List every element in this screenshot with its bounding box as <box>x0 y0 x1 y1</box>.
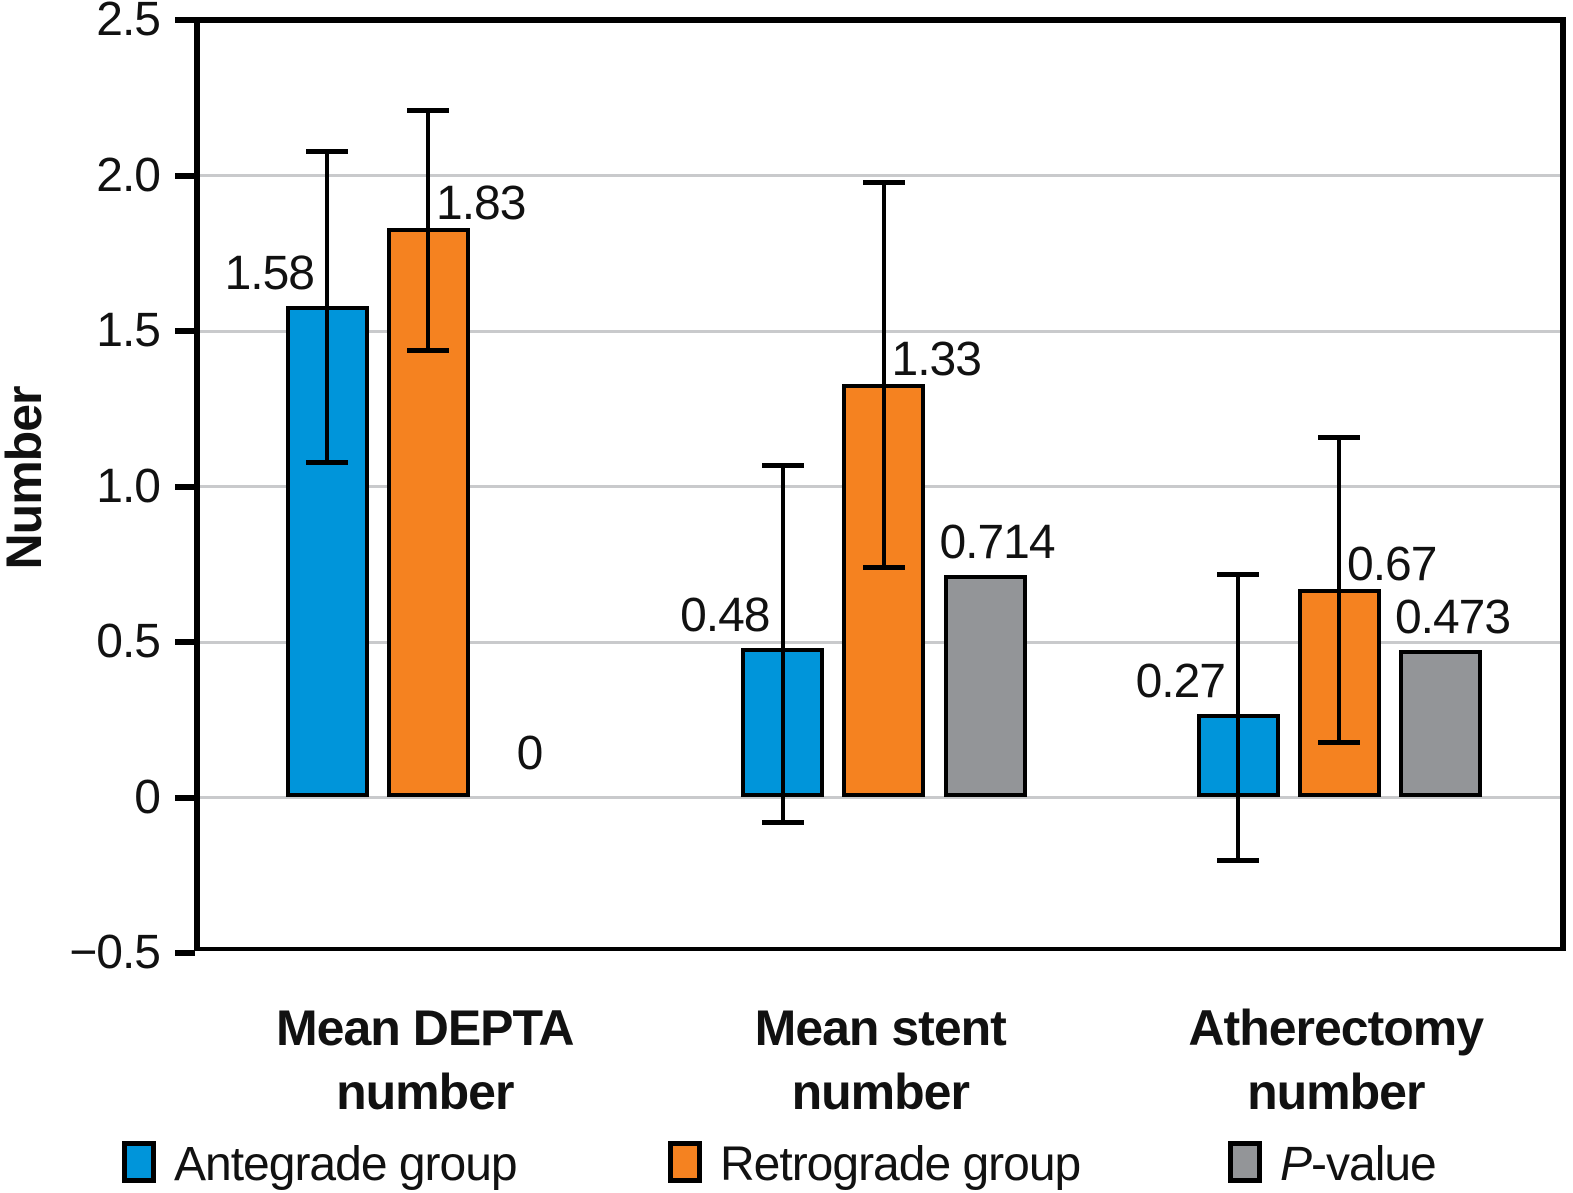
retrograde-value-label-group-1: 1.83 <box>436 177 526 231</box>
gridline-2 <box>200 174 1560 177</box>
y-axis-tick-label: 0 <box>134 770 161 824</box>
retrograde-error-cap-bottom <box>862 565 905 571</box>
retrograde-error-bar-group-3 <box>1337 436 1341 742</box>
y-axis-tick-label: 2.0 <box>96 148 161 202</box>
antegrade-error-cap-top <box>306 148 348 154</box>
y-axis-tick <box>175 483 195 490</box>
retrograde-error-bar-group-2 <box>881 181 886 568</box>
y-axis-tick-label: 0.5 <box>96 615 161 668</box>
antegrade-error-bar-group-3 <box>1236 573 1240 860</box>
legend-swatch-antegrade <box>122 1141 156 1183</box>
p-value-value-label-group-2: 0.714 <box>939 516 1055 570</box>
antegrade-value-label-group-3: 0.27 <box>1135 654 1226 708</box>
antegrade-error-cap-bottom <box>1217 857 1259 863</box>
retrograde-value-label-group-3: 0.67 <box>1347 538 1437 592</box>
retrograde-error-cap-top <box>862 179 905 185</box>
retrograde-error-cap-top <box>1318 434 1360 440</box>
retrograde-error-cap-bottom <box>1318 739 1360 745</box>
legend-label-retrograde: Retrograde group <box>720 1138 1081 1191</box>
legend-label-antegrade: Antegrade group <box>174 1138 518 1191</box>
antegrade-error-cap-top <box>1217 571 1259 577</box>
y-axis-tick <box>175 639 195 645</box>
antegrade-error-cap-top <box>761 462 804 468</box>
antegrade-value-label-group-2: 0.48 <box>680 589 770 643</box>
gridline-0 <box>200 796 1560 799</box>
y-axis-tick <box>175 794 195 801</box>
y-axis-tick <box>175 950 195 956</box>
p-value-value-label-group-3: 0.473 <box>1394 591 1511 645</box>
legend-swatch-retrograde <box>668 1141 702 1183</box>
p-value-value-label-group-1: 0 <box>516 726 544 780</box>
y-axis-tick-label: 2.5 <box>96 0 161 46</box>
p-value-bar-group-2 <box>943 575 1027 798</box>
retrograde-error-bar-group-1 <box>426 110 430 350</box>
y-axis-tick-label: 1.5 <box>96 304 161 357</box>
y-axis-tick <box>175 17 195 23</box>
x-category-label-mean-depta-number: Mean DEPTA number <box>276 1000 574 1120</box>
retrograde-value-label-group-2: 1.33 <box>891 332 982 386</box>
antegrade-error-bar-group-1 <box>325 150 329 462</box>
gridline-1.5 <box>200 329 1560 333</box>
antegrade-error-cap-bottom <box>306 459 348 465</box>
x-category-label-atherectomy-number: Atherectomy number <box>1188 1000 1484 1120</box>
legend-swatch-p-value <box>1228 1141 1262 1183</box>
antegrade-value-label-group-1: 1.58 <box>224 247 315 301</box>
y-axis-tick <box>175 328 195 334</box>
p-value-bar-group-3 <box>1399 650 1482 798</box>
antegrade-error-cap-bottom <box>761 820 804 826</box>
y-axis-tick-label: −0.5 <box>69 926 161 979</box>
retrograde-error-cap-bottom <box>407 347 449 353</box>
antegrade-error-bar-group-2 <box>780 464 785 823</box>
retrograde-error-cap-top <box>407 108 449 114</box>
y-axis-tick-label: 1.0 <box>96 459 161 513</box>
y-axis-tick <box>175 172 195 179</box>
legend-label-p-value: P-value <box>1280 1138 1437 1191</box>
x-category-label-mean-stent-number: Mean stent number <box>754 1000 1007 1120</box>
